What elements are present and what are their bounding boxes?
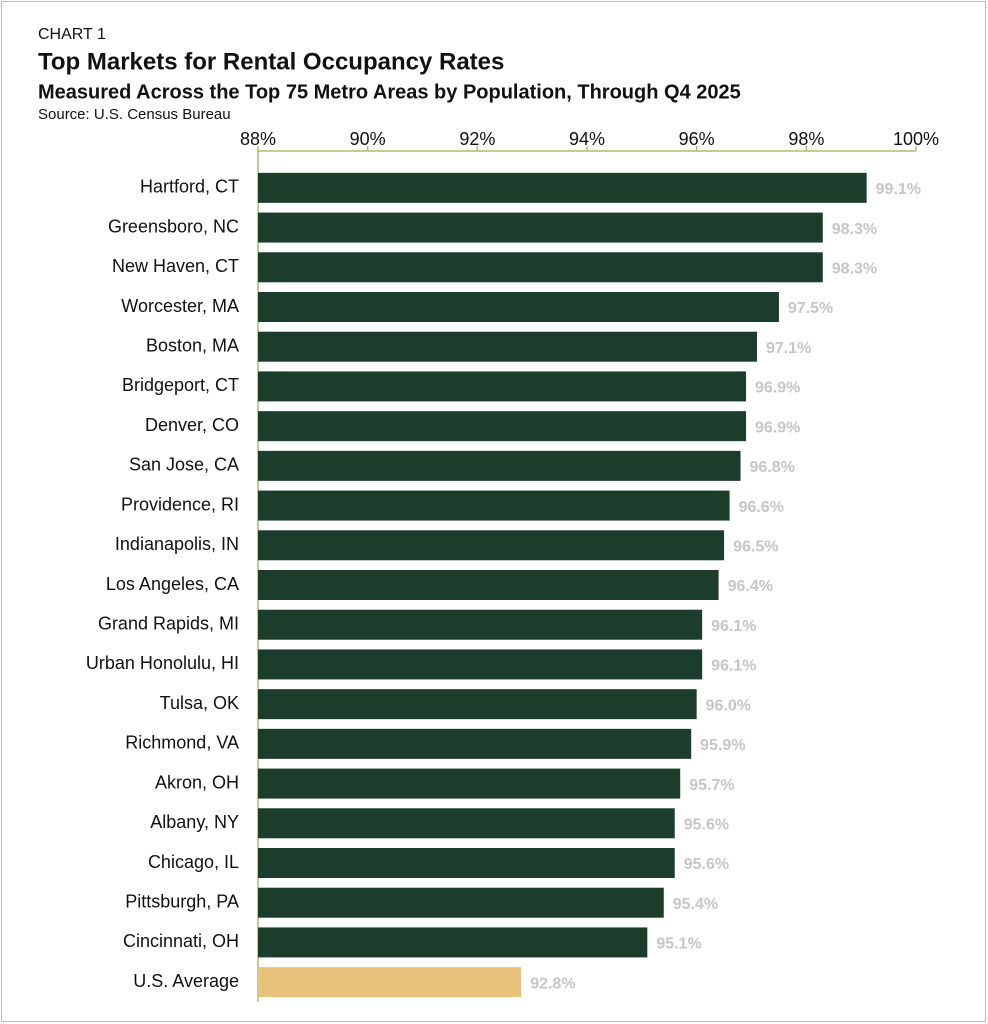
y-tick-label: San Jose, CA xyxy=(129,455,239,475)
value-label: 96.9% xyxy=(755,419,800,436)
bar xyxy=(258,450,741,481)
value-label: 97.5% xyxy=(788,300,833,317)
y-tick-label: Bridgeport, CT xyxy=(122,375,239,395)
bar xyxy=(258,331,757,362)
value-label: 96.1% xyxy=(711,658,756,675)
y-tick-label: Albany, NY xyxy=(150,812,239,832)
x-tick-label: 90% xyxy=(350,129,386,149)
value-label: 96.5% xyxy=(733,539,778,556)
y-tick-label: Worcester, MA xyxy=(121,296,239,316)
bar xyxy=(258,689,697,720)
y-tick-label: Indianapolis, IN xyxy=(115,534,239,554)
bar xyxy=(258,490,730,521)
bar xyxy=(258,728,692,759)
chart-label: CHART 1 xyxy=(38,26,106,43)
chart-title: Top Markets for Rental Occupancy Rates xyxy=(38,48,504,75)
y-tick-label: Chicago, IL xyxy=(148,852,239,872)
y-tick-label: Boston, MA xyxy=(146,335,239,355)
y-tick-label: Denver, CO xyxy=(145,415,239,435)
x-tick-label: 100% xyxy=(893,129,939,149)
y-tick-label: Providence, RI xyxy=(121,494,239,514)
y-tick-label: New Haven, CT xyxy=(112,256,239,276)
value-label: 97.1% xyxy=(766,340,811,357)
x-tick-label: 96% xyxy=(679,129,715,149)
value-label: 95.1% xyxy=(656,936,701,953)
bar xyxy=(258,967,522,998)
value-label: 95.4% xyxy=(673,896,718,913)
y-tick-label: U.S. Average xyxy=(133,971,239,991)
bar xyxy=(258,570,719,600)
x-tick-label: 94% xyxy=(569,129,605,149)
value-label: 95.6% xyxy=(684,817,729,834)
bar xyxy=(258,172,867,203)
x-tick-label: 98% xyxy=(788,129,824,149)
bar xyxy=(258,768,681,799)
bar xyxy=(258,411,747,442)
y-tick-label: Greensboro, NC xyxy=(108,216,239,236)
bar xyxy=(258,887,664,918)
bar xyxy=(258,808,675,839)
value-label: 92.8% xyxy=(530,975,575,992)
value-label: 95.9% xyxy=(700,737,745,754)
value-label: 96.8% xyxy=(750,459,795,476)
bar xyxy=(258,609,703,640)
value-label: 96.0% xyxy=(706,697,751,714)
y-tick-label: Tulsa, OK xyxy=(160,693,239,713)
y-tick-label: Urban Honolulu, HI xyxy=(86,653,239,673)
bar xyxy=(258,848,675,878)
bar xyxy=(258,649,703,680)
y-tick-label: Richmond, VA xyxy=(125,733,239,753)
y-tick-label: Los Angeles, CA xyxy=(106,574,239,594)
y-tick-label: Hartford, CT xyxy=(140,177,239,197)
bar xyxy=(258,212,823,243)
x-tick-label: 88% xyxy=(240,129,276,149)
y-tick-label: Cincinnati, OH xyxy=(123,931,239,951)
value-label: 99.1% xyxy=(876,181,921,198)
value-label: 95.6% xyxy=(684,856,729,873)
y-tick-label: Akron, OH xyxy=(155,772,239,792)
value-label: 96.6% xyxy=(739,499,784,516)
value-label: 96.4% xyxy=(728,578,773,595)
chart-subtitle: Measured Across the Top 75 Metro Areas b… xyxy=(38,81,741,103)
value-label: 95.7% xyxy=(689,777,734,794)
value-label: 96.9% xyxy=(755,380,800,397)
bar xyxy=(258,292,779,322)
bar xyxy=(258,371,747,402)
bar xyxy=(258,252,823,283)
bar xyxy=(258,530,725,561)
value-label: 98.3% xyxy=(832,261,877,278)
x-tick-label: 92% xyxy=(459,129,495,149)
source: Source: U.S. Census Bureau xyxy=(38,106,231,123)
value-label: 98.3% xyxy=(832,221,877,238)
bar xyxy=(258,927,648,958)
y-tick-label: Grand Rapids, MI xyxy=(98,613,239,633)
y-tick-label: Pittsburgh, PA xyxy=(125,891,239,911)
value-label: 96.1% xyxy=(711,618,756,635)
